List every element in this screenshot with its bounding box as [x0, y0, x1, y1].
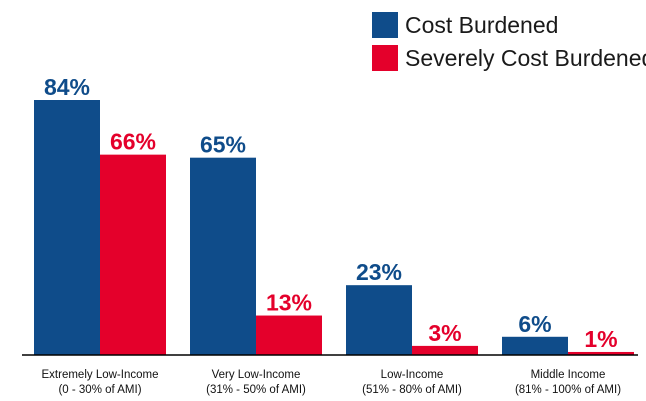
bar-severely-cost-burdened-2: [412, 345, 478, 355]
bars-group: [34, 100, 634, 355]
bar-severely-cost-burdened-3: [568, 351, 634, 355]
legend-swatch-cost-burdened: [372, 12, 398, 38]
x-axis-labels: Extremely Low-Income (0 - 30% of AMI) Very…: [42, 369, 622, 396]
x-tick-label-3-range: (81% - 100% of AMI): [515, 384, 621, 396]
data-label-severely-cost-burdened-0: 66%: [110, 129, 156, 155]
value-labels-group: 84% 66% 65% 13% 23% 3% 6% 1%: [44, 74, 618, 352]
data-label-severely-cost-burdened-2: 3%: [428, 320, 461, 346]
legend-label-cost-burdened: Cost Burdened: [405, 12, 558, 38]
bar-cost-burdened-3: [502, 336, 568, 355]
legend: Cost Burdened Severely Cost Burdened: [372, 12, 646, 71]
x-tick-label-0-name: Extremely Low-Income: [42, 369, 159, 381]
bar-severely-cost-burdened-0: [100, 154, 166, 355]
x-tick-label-2-range: (51% - 80% of AMI): [362, 384, 462, 396]
x-tick-label-1-range: (31% - 50% of AMI): [206, 384, 306, 396]
data-label-severely-cost-burdened-1: 13%: [266, 290, 312, 316]
data-label-cost-burdened-3: 6%: [518, 311, 551, 337]
data-label-cost-burdened-2: 23%: [356, 259, 402, 285]
bar-severely-cost-burdened-1: [256, 315, 322, 355]
legend-label-severely-cost-burdened: Severely Cost Burdened: [405, 45, 646, 71]
data-label-cost-burdened-1: 65%: [200, 132, 246, 158]
x-tick-label-1-name: Very Low-Income: [212, 369, 301, 381]
legend-swatch-severely-cost-burdened: [372, 45, 398, 71]
x-tick-label-2-name: Low-Income: [381, 369, 444, 381]
bar-cost-burdened-0: [34, 100, 100, 355]
data-label-severely-cost-burdened-3: 1%: [584, 326, 617, 352]
bar-cost-burdened-2: [346, 285, 412, 355]
x-tick-label-0-range: (0 - 30% of AMI): [58, 384, 141, 396]
bar-cost-burdened-1: [190, 157, 256, 355]
data-label-cost-burdened-0: 84%: [44, 74, 90, 100]
x-tick-label-3-name: Middle Income: [531, 369, 606, 381]
